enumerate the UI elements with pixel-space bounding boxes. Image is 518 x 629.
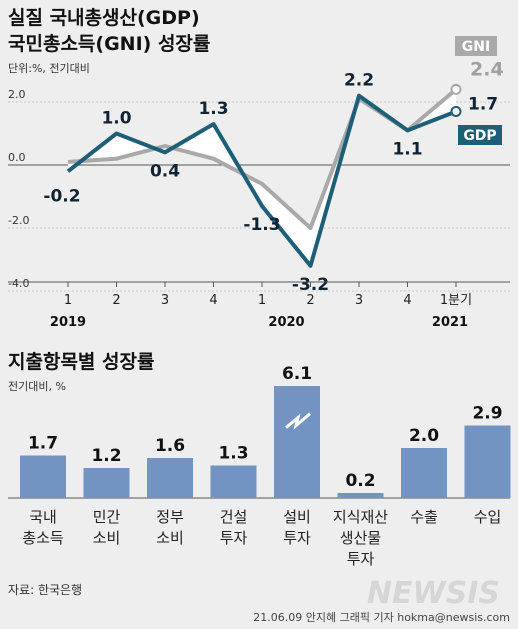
gni-data-label: 2.4 <box>470 58 504 80</box>
gdp-end-marker <box>450 105 462 117</box>
legend-gdp: GDP <box>458 125 502 145</box>
bar-category-label: 투자 <box>347 550 375 568</box>
line-chart-series <box>66 83 462 268</box>
line-chart-labels: -0.21.00.41.3-1.3-3.22.21.11.72.4 <box>43 58 503 294</box>
gni-end-marker <box>450 83 462 95</box>
y-tick-label: -2.0 <box>8 214 29 227</box>
title-line1: 실질 국내총생산(GDP) <box>8 7 200 29</box>
bar <box>83 468 130 498</box>
bar <box>401 448 447 498</box>
legend-gdp-label: GDP <box>463 128 496 144</box>
bar-value-label: 1.2 <box>91 446 121 466</box>
bar-value-label: 2.9 <box>472 404 502 424</box>
gdp-series-line <box>66 93 457 268</box>
x-tick-label: 4 <box>403 293 411 308</box>
gdp-data-label: 1.7 <box>468 94 498 114</box>
legend-gni: GNI <box>455 36 497 56</box>
line-chart-grid: 2.0 0.0 -2.0 -4.0 <box>8 88 510 292</box>
bar-category-label: 총소득 <box>22 529 64 547</box>
x-tick-label: 1분기 <box>440 293 472 308</box>
bar-chart-unit: 전기대비, % <box>8 380 66 393</box>
year-label: 2020 <box>268 315 304 330</box>
bar-category-label: 건설 <box>220 508 248 526</box>
bar-category-label: 투자 <box>220 529 248 547</box>
bar-value-label: 1.7 <box>28 434 58 454</box>
x-tick-label: 3 <box>161 293 169 308</box>
bar-category-label: 지식재산 <box>333 508 388 526</box>
bar-category-label: 생산물 <box>340 529 381 547</box>
gdp-data-label: 0.4 <box>150 161 180 181</box>
bar-category-label: 소비 <box>156 529 184 547</box>
y-tick-label: 0.0 <box>8 151 26 164</box>
y-tick-label: 2.0 <box>8 88 26 101</box>
bar-category-label: 국내 <box>29 508 57 526</box>
bar-value-label: 6.1 <box>282 364 312 384</box>
legend-gni-swatch <box>455 36 497 56</box>
bar-value-label: 1.3 <box>218 444 248 464</box>
year-label: 2021 <box>432 315 468 330</box>
unit-label: 단위:%, 전기대비 <box>8 62 90 75</box>
x-tick-label: 1 <box>258 293 266 308</box>
title-line2: 국민총소득(GNI) 성장률 <box>8 33 210 55</box>
x-tick-label: 2 <box>112 293 120 308</box>
source-label: 자료: 한국은행 <box>8 582 82 597</box>
bar-value-label: 2.0 <box>409 426 439 446</box>
bar <box>147 458 193 498</box>
bar-value-label: 1.6 <box>155 436 185 456</box>
watermark-logo: NEWSIS <box>367 576 500 611</box>
credit-label: 21.06.09 안지혜 그래픽 기자 hokma@newsis.com <box>253 611 510 624</box>
year-label: 2019 <box>50 315 86 330</box>
bar <box>274 386 320 498</box>
axis-break-mark <box>285 412 311 430</box>
x-tick-label: 4 <box>209 293 217 308</box>
bar-category-label: 민간 <box>93 508 121 526</box>
bar <box>464 425 511 498</box>
gdp-data-label: 2.2 <box>344 71 374 91</box>
gdp-data-label: -0.2 <box>43 186 80 206</box>
bar-category-label: 소비 <box>93 529 121 547</box>
bar-category-label: 설비 <box>283 508 311 526</box>
gdp-data-label: -1.3 <box>243 215 280 235</box>
gdp-data-label: 1.3 <box>198 99 228 119</box>
gdp-data-label: 1.1 <box>392 139 422 159</box>
line-chart-xaxis: 1 2 3 4 1 2 3 4 1분기 2019 2020 2021 <box>8 281 510 330</box>
x-tick-label: 2 <box>306 293 314 308</box>
bar-value-label: 0.2 <box>345 471 375 491</box>
y-tick-label: -4.0 <box>8 277 29 290</box>
bar <box>210 465 257 498</box>
legend-gdp-swatch <box>458 125 502 145</box>
bar-category-label: 정부 <box>156 508 184 526</box>
bar <box>20 455 66 498</box>
bar-category-label: 수입 <box>474 508 502 526</box>
gdp-data-label: 1.0 <box>101 109 131 129</box>
bar-chart-title: 지출항목별 성장률 <box>8 351 154 373</box>
bar <box>337 493 384 498</box>
x-tick-label: 3 <box>355 293 363 308</box>
bar-category-label: 투자 <box>283 529 311 547</box>
legend-gni-label: GNI <box>462 39 490 55</box>
x-tick-label: 1 <box>64 293 72 308</box>
bar-category-label: 수출 <box>410 508 438 526</box>
